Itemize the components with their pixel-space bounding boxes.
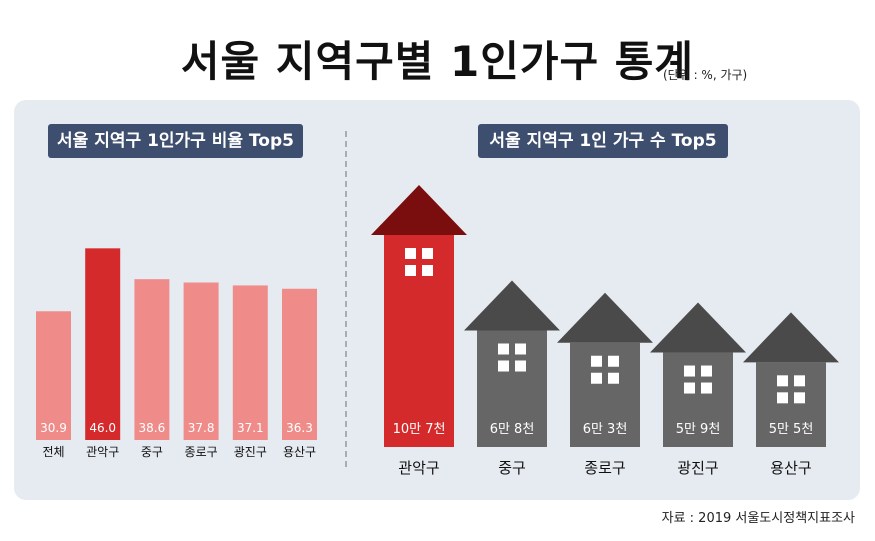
bar-5: [282, 288, 317, 440]
house-category-label-0: 관악구: [398, 459, 439, 477]
bar-category-label-1: 관악구: [86, 445, 119, 459]
house-window-3-1-0: [684, 382, 695, 394]
bar-value-label-5: 36.3: [286, 421, 313, 435]
house-window-4-0-0: [777, 375, 788, 387]
house-roof-2: [557, 292, 653, 343]
house-window-0-0-1: [422, 248, 433, 259]
house-window-4-1-0: [777, 392, 788, 404]
house-window-3-1-1: [701, 382, 712, 394]
house-window-0-0-0: [405, 248, 416, 259]
house-window-2-1-0: [591, 372, 602, 384]
house-wall-0: [384, 235, 454, 447]
house-window-2-0-0: [591, 355, 602, 367]
house-wall-3: [663, 352, 733, 447]
house-roof-0: [371, 185, 467, 235]
house-category-label-3: 광진구: [677, 459, 718, 477]
source-note: 자료 : 2019 서울도시정책지표조사: [661, 511, 855, 526]
house-window-3-0-1: [701, 365, 712, 377]
panel-divider: [345, 131, 347, 467]
house-value-label-0: 10만 7천: [393, 422, 446, 437]
house-wall-2: [570, 342, 640, 447]
house-window-4-1-1: [794, 392, 805, 404]
bar-value-label-3: 37.8: [188, 421, 215, 435]
bar-value-label-0: 30.9: [40, 421, 67, 435]
house-window-1-1-0: [498, 360, 509, 372]
bar-0: [36, 311, 71, 440]
left-chart-header: 서울 지역구 1인가구 비율 Top5: [48, 124, 303, 158]
house-window-2-1-1: [608, 372, 619, 384]
house-category-label-2: 종로구: [584, 459, 625, 477]
house-value-label-1: 6만 8천: [490, 422, 535, 437]
bar-category-label-3: 종로구: [185, 445, 218, 459]
unit-note: (단위 : %, 가구): [663, 68, 748, 82]
bar-category-label-2: 중구: [141, 445, 163, 459]
house-wall-4: [756, 362, 826, 447]
bar-value-label-1: 46.0: [89, 421, 116, 435]
house-roof-3: [650, 302, 746, 353]
bar-4: [232, 285, 268, 440]
chart-title: 서울 지역구별 1인가구 통계: [180, 37, 695, 86]
house-value-label-4: 5만 5천: [769, 422, 814, 437]
house-category-label-4: 용산구: [770, 459, 811, 477]
bar-2: [134, 279, 170, 440]
house-value-label-2: 6만 3천: [583, 422, 628, 437]
bar-1: [85, 248, 121, 440]
house-window-4-0-1: [794, 375, 805, 387]
bar-value-label-4: 37.1: [237, 421, 264, 435]
bar-category-label-0: 전체: [42, 445, 64, 459]
house-window-2-0-1: [608, 355, 619, 367]
house-roof-4: [743, 312, 839, 363]
bar-3: [183, 282, 219, 440]
house-window-0-1-0: [405, 265, 416, 276]
bar-value-label-2: 38.6: [139, 421, 166, 435]
house-window-1-1-1: [515, 360, 526, 372]
right-chart-header: 서울 지역구 1인 가구 수 Top5: [478, 124, 728, 158]
house-window-1-0-0: [498, 343, 509, 355]
house-roof-1: [464, 280, 560, 331]
house-value-label-3: 5만 9천: [676, 422, 721, 437]
house-category-label-1: 중구: [498, 459, 526, 477]
house-window-1-0-1: [515, 343, 526, 355]
house-window-0-1-1: [422, 265, 433, 276]
house-wall-1: [477, 330, 547, 447]
house-window-3-0-0: [684, 365, 695, 377]
bar-category-label-5: 용산구: [283, 445, 316, 459]
bar-category-label-4: 광진구: [234, 445, 267, 459]
